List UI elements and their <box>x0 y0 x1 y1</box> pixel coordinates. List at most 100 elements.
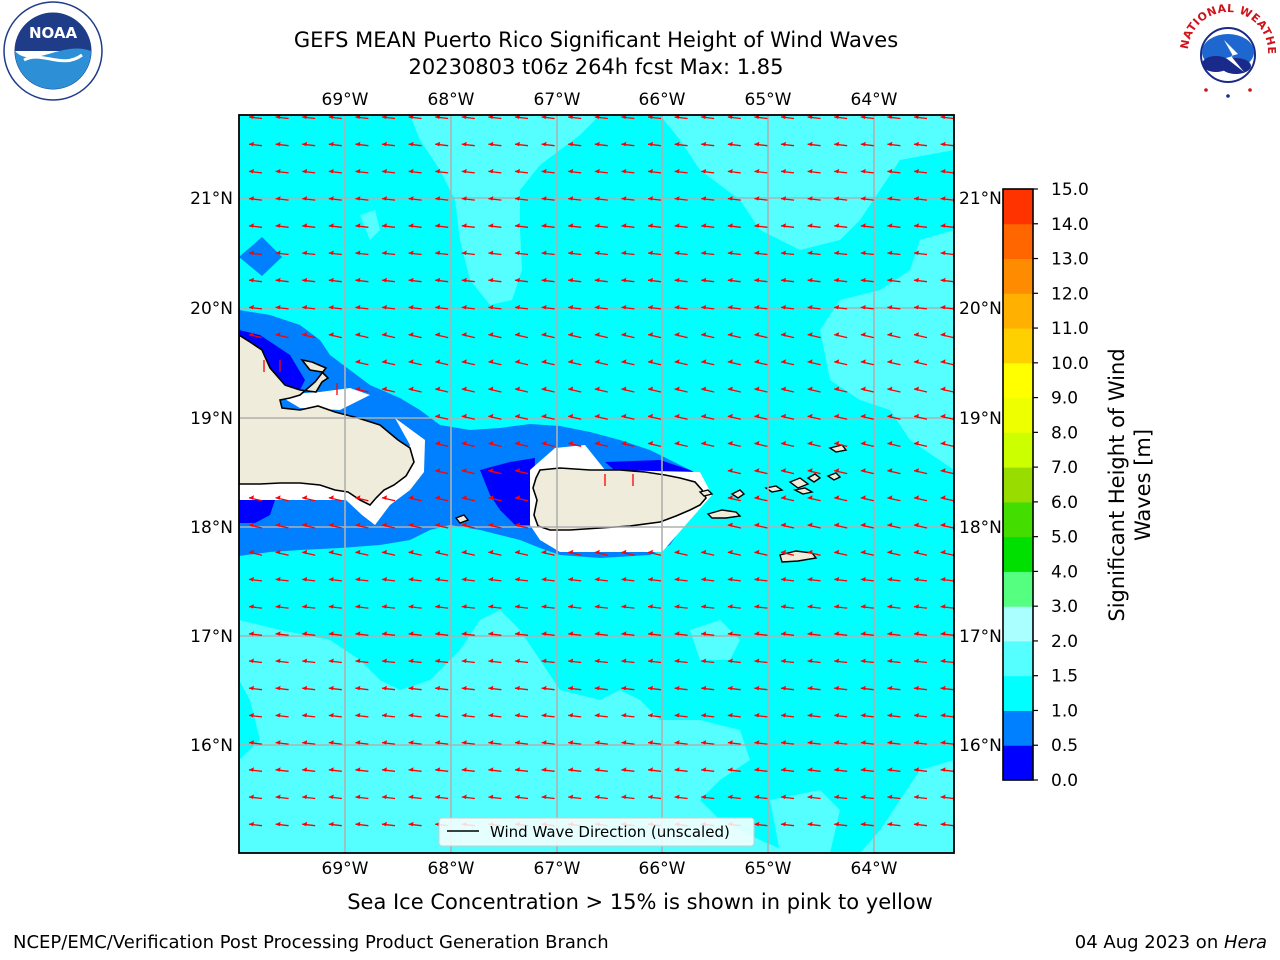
wave-height-1-5-2-0-regions <box>239 115 954 853</box>
colorbar-tick-label: 13.0 <box>1051 250 1089 270</box>
wave-arrow-head <box>408 658 414 663</box>
wave-arrow-head <box>807 522 813 527</box>
wave-arrow-head <box>328 549 334 555</box>
wave-arrow-head <box>249 549 254 555</box>
wave-arrow-head <box>887 141 893 147</box>
colorbar-segment <box>1003 293 1033 329</box>
wave-arrow-head <box>754 359 760 364</box>
wave-arrow-head <box>727 332 733 337</box>
wave-arrow-head <box>701 196 707 201</box>
wave-arrow-head <box>674 332 680 337</box>
wave-arrow-head <box>461 522 467 527</box>
wave-arrow-head <box>648 604 653 609</box>
wave-arrow-head <box>408 141 414 147</box>
wave-arrow-head <box>249 658 254 663</box>
wave-arrow-head <box>435 604 441 609</box>
wave-arrow-head <box>382 821 387 827</box>
wave-arrow-head <box>355 631 361 636</box>
wave-arrow-head <box>461 196 467 201</box>
colorbar-segment <box>1003 745 1033 781</box>
wave-arrow-head <box>275 712 281 718</box>
wave-arrow-head <box>302 196 308 201</box>
wave-arrow-head <box>435 767 441 772</box>
wave-arrow-head <box>408 250 414 255</box>
wave-arrow-head <box>382 386 387 391</box>
wave-arrow-head <box>754 631 760 636</box>
wave-arrow-head <box>701 685 707 691</box>
wave-arrow-head <box>568 576 574 582</box>
colorbar-segment <box>1003 675 1033 711</box>
wave-arrow-head <box>328 250 334 255</box>
wave-arrow-head <box>674 168 680 174</box>
wave-arrow-head <box>754 468 760 473</box>
wave-arrow-head <box>674 631 680 636</box>
wave-arrow-head <box>648 740 653 745</box>
wave-arrow-head <box>275 304 281 310</box>
wave-arrow-head <box>488 495 494 500</box>
wave-arrow-head <box>461 304 467 310</box>
wave-arrow-head <box>701 304 707 310</box>
wave-arrow-head <box>781 304 786 310</box>
wave-arrow-head <box>435 712 441 718</box>
wave-arrow-head <box>887 196 893 201</box>
lon-label: 68°W <box>428 90 475 110</box>
wave-arrow-head <box>781 631 786 636</box>
colorbar-tick-label: 0.5 <box>1051 736 1078 756</box>
lat-label: 21°N <box>190 189 233 209</box>
wave-arrow-head <box>727 440 733 446</box>
wave-arrow-head <box>488 631 494 636</box>
wave-arrow-head <box>860 549 866 555</box>
colorbar-frame <box>1002 188 1034 781</box>
wave-arrow-head <box>355 740 361 745</box>
wave-arrow-head <box>515 549 520 555</box>
wave-arrow-head <box>568 359 574 364</box>
wave-arrow-head <box>382 223 387 228</box>
wave-arrow-head <box>541 740 547 745</box>
wave-arrow-head <box>781 767 786 772</box>
wave-arrow-head <box>834 604 840 609</box>
wave-arrow-head <box>834 821 840 827</box>
wave-arrow-head <box>701 223 707 228</box>
wave-arrow-head <box>568 440 574 446</box>
wave-arrow-head <box>328 740 334 745</box>
wave-arrow-head <box>382 740 387 745</box>
wave-arrow-head <box>461 115 467 119</box>
wave-arrow-head <box>302 685 308 691</box>
colorbar-tick-label: 1.0 <box>1051 701 1078 721</box>
wave-arrow-head <box>781 168 786 174</box>
wave-arrow-head <box>461 277 467 283</box>
wave-arrow-head <box>834 440 840 446</box>
lon-label: 69°W <box>322 859 369 879</box>
wave-arrow-head <box>727 794 733 799</box>
wave-arrow-head <box>674 740 680 745</box>
wave-arrow-head <box>302 658 308 663</box>
wave-arrow-head <box>648 413 653 419</box>
wave-arrow-head <box>275 604 281 609</box>
wave-arrow-head <box>674 794 680 799</box>
wave-arrow-head <box>355 658 361 663</box>
wave-arrow-head <box>701 141 707 147</box>
wave-arrow-head <box>940 468 946 473</box>
wave-arrow-head <box>914 413 919 419</box>
wave-arrow-head <box>488 604 494 609</box>
wave-arrow-head <box>701 631 707 636</box>
wave-arrow-head <box>781 495 786 500</box>
wave-arrow-head <box>727 359 733 364</box>
wave-arrow-head <box>541 141 547 147</box>
colorbar-label-line1: Significant Height of Wind <box>1105 348 1129 621</box>
wave-arrow-head <box>727 631 733 636</box>
wave-arrow-head <box>594 576 600 582</box>
wave-arrow-head <box>781 386 786 391</box>
wave-arrow-head <box>914 386 919 391</box>
wave-arrow-head <box>594 767 600 772</box>
wave-arrow-head <box>807 468 813 473</box>
wave-arrow-head <box>648 332 653 337</box>
wave-arrow-head <box>515 767 520 772</box>
wave-arrow-head <box>860 223 866 228</box>
wave-arrow-head <box>515 440 520 446</box>
wave-arrow-head <box>515 141 520 147</box>
wave-arrow-head <box>568 658 574 663</box>
wave-arrow-head <box>781 658 786 663</box>
wave-arrow-head <box>940 549 946 555</box>
wave-arrow-head <box>355 549 361 555</box>
